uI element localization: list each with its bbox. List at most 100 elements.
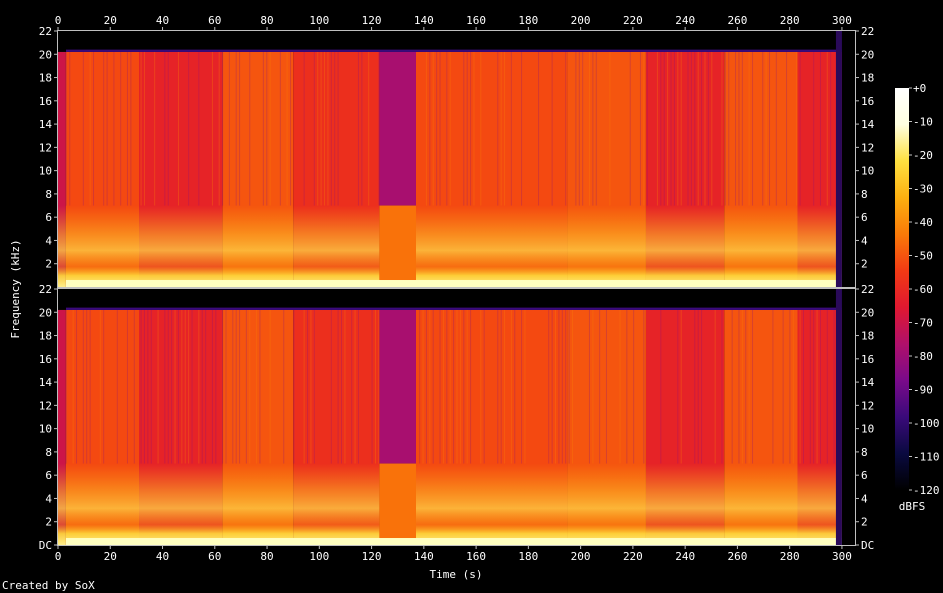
texture-stripe: [337, 309, 339, 464]
texture-stripe: [473, 51, 475, 206]
texture-stripe: [680, 309, 682, 464]
texture-stripe: [378, 51, 380, 206]
x-tick-label-top: 160: [466, 14, 486, 27]
texture-stripe: [558, 309, 560, 464]
y-tick-label-left: 10: [39, 423, 52, 436]
texture-stripe: [765, 51, 767, 206]
x-tick-label-top: 240: [675, 14, 695, 27]
y-tick-label-left: 8: [45, 446, 52, 459]
texture-stripe: [687, 51, 689, 206]
texture-stripe: [799, 309, 801, 464]
y-tick-label-left: DC: [39, 539, 52, 552]
texture-stripe: [575, 51, 577, 206]
texture-stripe: [466, 309, 468, 464]
y-tick-label-left: 4: [45, 234, 52, 247]
x-tick-label-top: 120: [362, 14, 382, 27]
texture-stripe: [211, 51, 213, 206]
texture-stripe: [446, 51, 448, 206]
texture-stripe: [330, 51, 332, 206]
y-tick-label-left: 2: [45, 516, 52, 529]
texture-stripe: [69, 51, 71, 206]
texture-stripe: [721, 51, 723, 206]
texture-stripe: [215, 309, 217, 464]
x-tick-label-bottom: 40: [156, 550, 169, 563]
texture-stripe: [283, 309, 285, 464]
texture-stripe: [222, 309, 224, 464]
texture-stripe: [595, 51, 597, 206]
texture-stripe: [748, 309, 750, 464]
texture-stripe: [670, 51, 672, 206]
x-tick-label-top: 40: [156, 14, 169, 27]
texture-stripe: [341, 309, 343, 464]
texture-stripe: [174, 309, 176, 464]
low-frequency-band: [58, 205, 66, 287]
texture-stripe: [456, 309, 458, 464]
panel-frame: [57, 288, 856, 546]
texture-stripe: [453, 309, 455, 464]
texture-stripe: [116, 309, 118, 464]
quiet-segment-low: [379, 463, 416, 545]
segment-band: [58, 309, 66, 545]
texture-stripe: [789, 309, 791, 464]
y-tick-label-left: 20: [39, 48, 52, 61]
texture-stripe: [813, 309, 815, 464]
texture-stripe: [619, 309, 621, 464]
rolloff-edge: [66, 49, 842, 52]
dc-energy-line: [66, 280, 842, 287]
texture-stripe: [711, 51, 713, 206]
y-tick-label-right: 16: [861, 95, 874, 108]
texture-stripe: [249, 309, 251, 464]
y-tick-label-left: 14: [39, 118, 53, 131]
x-tick-label-top: 280: [780, 14, 800, 27]
texture-stripe: [510, 309, 512, 464]
y-tick-label-right: 22: [861, 25, 874, 38]
texture-stripe: [313, 309, 315, 464]
texture-stripe: [157, 309, 159, 464]
texture-stripe: [548, 309, 550, 464]
x-tick-label-bottom: 240: [675, 550, 695, 563]
texture-stripe: [442, 309, 444, 464]
texture-stripe: [330, 309, 332, 464]
texture-stripe: [500, 309, 502, 464]
texture-stripe: [82, 309, 84, 464]
texture-stripe: [313, 51, 315, 206]
colorbar-gradient: [895, 88, 909, 490]
low-frequency-band: [293, 463, 380, 545]
texture-stripe: [782, 309, 784, 464]
y-tick-label-left: 6: [45, 469, 52, 482]
texture-stripe: [218, 51, 220, 206]
quiet-segment-low: [379, 205, 416, 287]
x-tick-label-bottom: 200: [571, 550, 591, 563]
texture-stripe: [65, 51, 67, 206]
texture-stripe: [371, 309, 373, 464]
texture-stripe: [694, 309, 696, 464]
texture-stripe: [466, 51, 468, 206]
texture-stripe: [738, 309, 740, 464]
texture-stripe: [819, 309, 821, 464]
texture-stripe: [694, 51, 696, 206]
texture-stripe: [425, 309, 427, 464]
texture-stripe: [752, 51, 754, 206]
x-tick-label-top: 220: [623, 14, 643, 27]
texture-stripe: [802, 309, 804, 464]
texture-stripe: [368, 51, 370, 206]
end-fade: [835, 289, 842, 545]
quiet-segment: [379, 51, 416, 206]
texture-stripe: [269, 51, 271, 206]
texture-stripe: [432, 51, 434, 206]
texture-stripe: [701, 309, 703, 464]
texture-stripe: [830, 51, 832, 206]
colorbar-tick-label: -50: [913, 250, 933, 263]
y-tick-label-right: 12: [861, 399, 874, 412]
low-frequency-band: [724, 205, 798, 287]
texture-stripe: [147, 309, 149, 464]
y-tick-label-right: 4: [861, 492, 868, 505]
y-tick-label-left: 14: [39, 376, 53, 389]
texture-stripe: [103, 309, 105, 464]
texture-stripe: [126, 309, 128, 464]
texture-stripe: [796, 51, 798, 206]
texture-stripe: [565, 51, 567, 206]
y-tick-label-left: 22: [39, 283, 52, 296]
texture-stripe: [256, 309, 258, 464]
